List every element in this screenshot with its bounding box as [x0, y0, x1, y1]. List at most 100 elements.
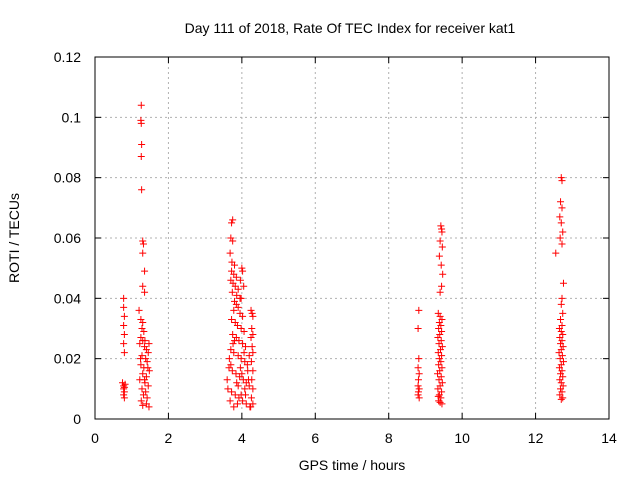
- data-point: [138, 140, 146, 148]
- data-point: [142, 373, 150, 381]
- data-point: [249, 312, 257, 320]
- data-point: [228, 219, 236, 227]
- data-point: [556, 355, 564, 363]
- axis-ticks: [94, 56, 610, 420]
- data-point: [558, 240, 566, 248]
- data-point: [240, 282, 248, 290]
- y-tick-label: 0.1: [62, 109, 82, 125]
- data-point: [120, 385, 128, 393]
- data-point: [434, 370, 442, 378]
- data-point: [247, 358, 255, 366]
- data-point: [137, 315, 145, 323]
- data-point: [559, 279, 567, 287]
- data-point: [240, 328, 248, 336]
- data-point: [239, 397, 247, 405]
- data-point: [558, 294, 566, 302]
- data-point: [236, 364, 244, 372]
- y-tick-label: 0: [73, 411, 81, 427]
- data-point: [559, 228, 567, 236]
- data-point: [245, 382, 253, 390]
- data-point: [234, 352, 242, 360]
- data-point: [434, 334, 442, 342]
- data-point: [223, 376, 231, 384]
- data-point: [435, 355, 443, 363]
- data-point: [227, 346, 235, 354]
- data-point: [139, 240, 147, 248]
- y-tick-label: 0.02: [54, 351, 81, 367]
- data-point: [243, 361, 251, 369]
- data-point: [247, 334, 255, 342]
- data-point: [436, 398, 444, 406]
- chart-title: Day 111 of 2018, Rate Of TEC Index for r…: [185, 20, 516, 36]
- data-point: [138, 325, 146, 332]
- data-point: [248, 343, 256, 351]
- x-tick-label: 10: [454, 430, 470, 446]
- data-point: [439, 270, 447, 278]
- data-point: [137, 361, 145, 369]
- data-point: [558, 337, 566, 345]
- data-point: [234, 382, 242, 390]
- data-point: [229, 216, 237, 224]
- x-tick-label: 0: [91, 430, 99, 446]
- data-point: [242, 400, 250, 408]
- data-point: [231, 261, 239, 269]
- data-point: [557, 174, 565, 182]
- y-tick-labels: 0 0.02 0.04 0.06 0.08 0.1 0.12: [54, 49, 81, 427]
- data-point: [249, 331, 257, 339]
- data-point: [121, 380, 129, 388]
- data-point: [435, 340, 443, 348]
- data-point: [438, 282, 446, 290]
- data-point: [137, 119, 145, 127]
- data-point: [438, 243, 446, 251]
- data-point: [141, 376, 149, 384]
- data-point: [232, 300, 240, 308]
- data-point: [248, 309, 256, 317]
- data-point: [435, 252, 443, 260]
- data-point: [120, 312, 128, 320]
- data-point: [247, 403, 255, 411]
- data-point: [435, 325, 443, 332]
- grid-lines: [95, 57, 609, 419]
- data-point: [139, 249, 147, 257]
- data-point: [145, 340, 153, 348]
- data-points: [119, 101, 567, 411]
- data-point: [415, 355, 423, 363]
- data-point: [229, 340, 237, 348]
- data-point: [556, 391, 564, 399]
- data-point: [137, 334, 145, 342]
- data-point: [436, 312, 444, 320]
- data-point: [555, 349, 563, 357]
- data-point: [240, 349, 248, 357]
- x-tick-label: 8: [385, 430, 393, 446]
- data-point: [224, 385, 232, 393]
- data-point: [237, 355, 245, 363]
- data-point: [559, 309, 567, 317]
- data-point: [232, 273, 240, 281]
- data-point: [557, 385, 565, 393]
- y-axis-label: ROTI / TECUs: [6, 193, 22, 283]
- data-point: [234, 285, 242, 293]
- data-point: [120, 340, 128, 348]
- x-tick-labels: 0 2 4 6 8 10 12 14: [91, 430, 617, 446]
- data-point: [144, 364, 152, 372]
- data-point: [225, 355, 233, 363]
- data-point: [139, 401, 147, 409]
- data-point: [239, 267, 247, 275]
- data-point: [143, 394, 151, 402]
- data-point: [144, 349, 152, 357]
- data-point: [558, 204, 566, 212]
- data-point: [435, 361, 443, 369]
- data-point: [145, 367, 153, 375]
- data-point: [249, 349, 257, 357]
- data-point: [142, 346, 150, 354]
- data-point: [239, 312, 247, 320]
- data-point: [438, 400, 446, 408]
- data-point: [231, 297, 239, 305]
- data-point: [415, 370, 423, 378]
- data-point: [229, 331, 237, 339]
- data-point: [138, 352, 146, 360]
- data-point: [552, 249, 560, 257]
- data-point: [120, 331, 128, 339]
- data-point: [249, 385, 257, 393]
- data-point: [559, 331, 567, 339]
